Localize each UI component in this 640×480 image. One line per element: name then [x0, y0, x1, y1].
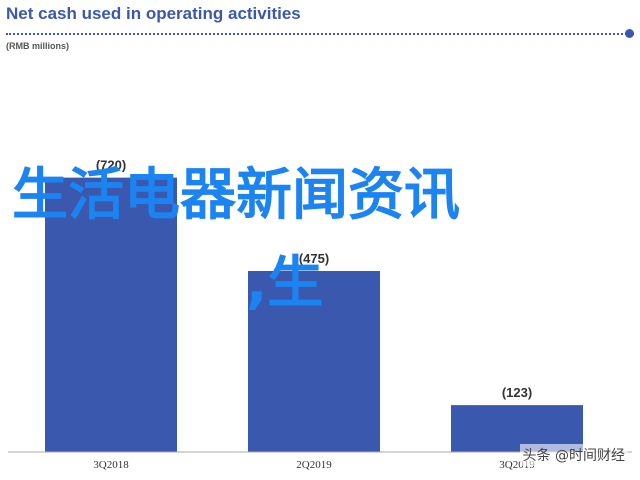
chart-title: Net cash used in operating activities	[6, 4, 301, 23]
bar-3Q2018	[45, 177, 177, 452]
bar-2Q2019	[248, 270, 380, 452]
tick-label-2Q2019: 2Q2019	[296, 459, 332, 471]
overlay-text-line1: 生活电器新闻资讯	[12, 163, 460, 228]
chart-subtitle: (RMB millions)	[6, 41, 69, 51]
tick-label-3Q2018: 3Q2018	[93, 459, 129, 471]
title-rule-dot	[625, 29, 634, 38]
watermark: 头条 @时间财经	[519, 444, 628, 466]
data-label-3Q2018: (720)	[96, 158, 126, 173]
data-label-3Q2019: (123)	[502, 385, 532, 400]
title-rule	[6, 33, 634, 35]
overlay-text-line2: ,生	[246, 251, 324, 316]
data-label-2Q2019: (475)	[299, 251, 329, 266]
